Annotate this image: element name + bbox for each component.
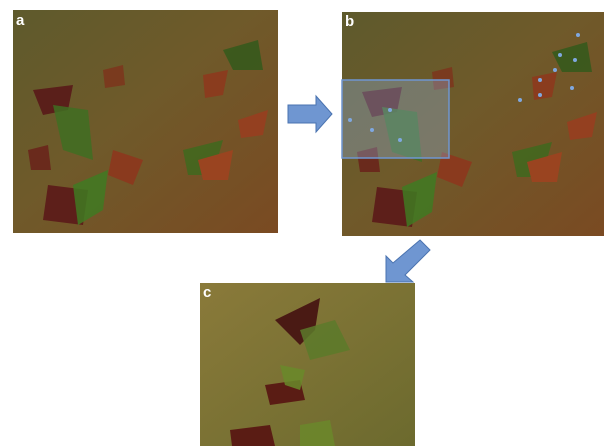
panel-label: a	[16, 12, 25, 29]
panel-c: c	[200, 283, 415, 446]
panel-label: c	[203, 284, 211, 301]
arrow	[288, 96, 332, 132]
figure: a b c	[0, 0, 605, 446]
panel-label: b	[345, 13, 354, 30]
selection-box	[342, 80, 449, 158]
page: a b c (() => { const data = JSON.parse(d…	[0, 0, 605, 446]
panel-b: b	[342, 12, 604, 236]
panel-a: a	[13, 10, 278, 233]
arrow	[386, 240, 430, 282]
